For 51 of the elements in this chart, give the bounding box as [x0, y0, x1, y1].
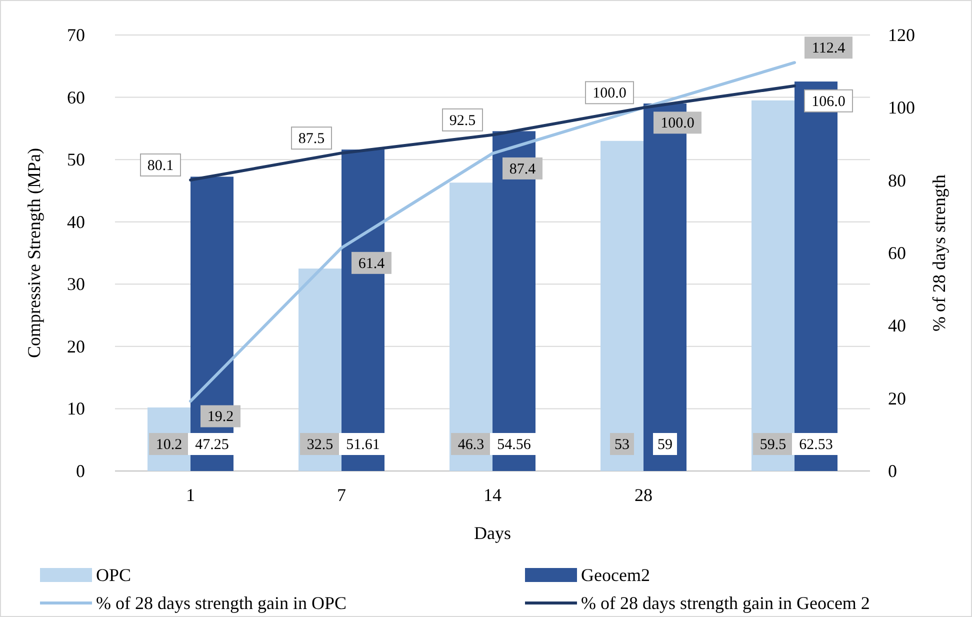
y2-tick-label: 100: [888, 98, 915, 118]
y-tick-label: 30: [67, 274, 85, 294]
x-axis-title: Days: [474, 523, 511, 543]
data-label: 112.4: [812, 40, 846, 57]
data-label: 62.53: [799, 437, 833, 453]
data-label: 54.56: [497, 437, 532, 453]
data-label: 46.3: [458, 437, 484, 453]
data-label: 100.0: [660, 116, 694, 132]
data-label: 10.2: [156, 437, 182, 453]
data-label: 87.4: [509, 161, 536, 178]
bar: [752, 100, 794, 471]
data-label: 59: [658, 437, 672, 453]
data-label: 61.4: [358, 256, 386, 272]
bar: [450, 182, 492, 471]
y-tick-label: 20: [67, 336, 85, 356]
data-label: 106.0: [812, 94, 846, 110]
data-label: 53: [614, 437, 630, 453]
y-tick-label: 0: [76, 461, 85, 481]
y-tick-label: 50: [67, 150, 85, 170]
y-axis-title: Compressive Strength (MPa): [24, 148, 44, 358]
y2-tick-label: 80: [888, 170, 906, 190]
y2-tick-label: 0: [888, 461, 897, 481]
data-label: 100.0: [592, 86, 626, 102]
data-label: 87.5: [298, 131, 325, 148]
y2-tick-label: 120: [888, 25, 915, 45]
data-label: 32.5: [306, 437, 334, 453]
data-label: 80.1: [147, 158, 174, 174]
x-tick-label: 14: [484, 485, 502, 505]
bar: [600, 140, 644, 471]
x-tick-label: 28: [634, 485, 652, 505]
x-tick-label: 1: [186, 485, 195, 505]
y2-tick-label: 20: [888, 388, 906, 408]
y2-tick-label: 40: [888, 316, 906, 336]
x-tick-label: 7: [337, 485, 346, 505]
data-label: 19.2: [207, 409, 234, 426]
data-label: 59.5: [760, 437, 786, 453]
y-tick-label: 10: [67, 398, 85, 419]
legend-label: Geocem2: [581, 565, 650, 585]
legend-label: % of 28 days strength gain in Geocem 2: [581, 593, 870, 613]
y-tick-label: 60: [67, 87, 85, 108]
y2-axis-title: % of 28 days strength: [929, 174, 949, 332]
data-label: 92.5: [449, 112, 476, 129]
data-label: 51.61: [346, 437, 380, 453]
y-tick-label: 70: [67, 25, 85, 45]
y-tick-label: 40: [67, 212, 85, 232]
legend-label: OPC: [96, 565, 132, 585]
y2-tick-label: 60: [888, 243, 906, 263]
line-series: [189, 61, 796, 403]
legend-label: % of 28 days strength gain in OPC: [96, 593, 346, 613]
line-series: [189, 84, 796, 182]
data-label: 47.25: [195, 437, 229, 453]
